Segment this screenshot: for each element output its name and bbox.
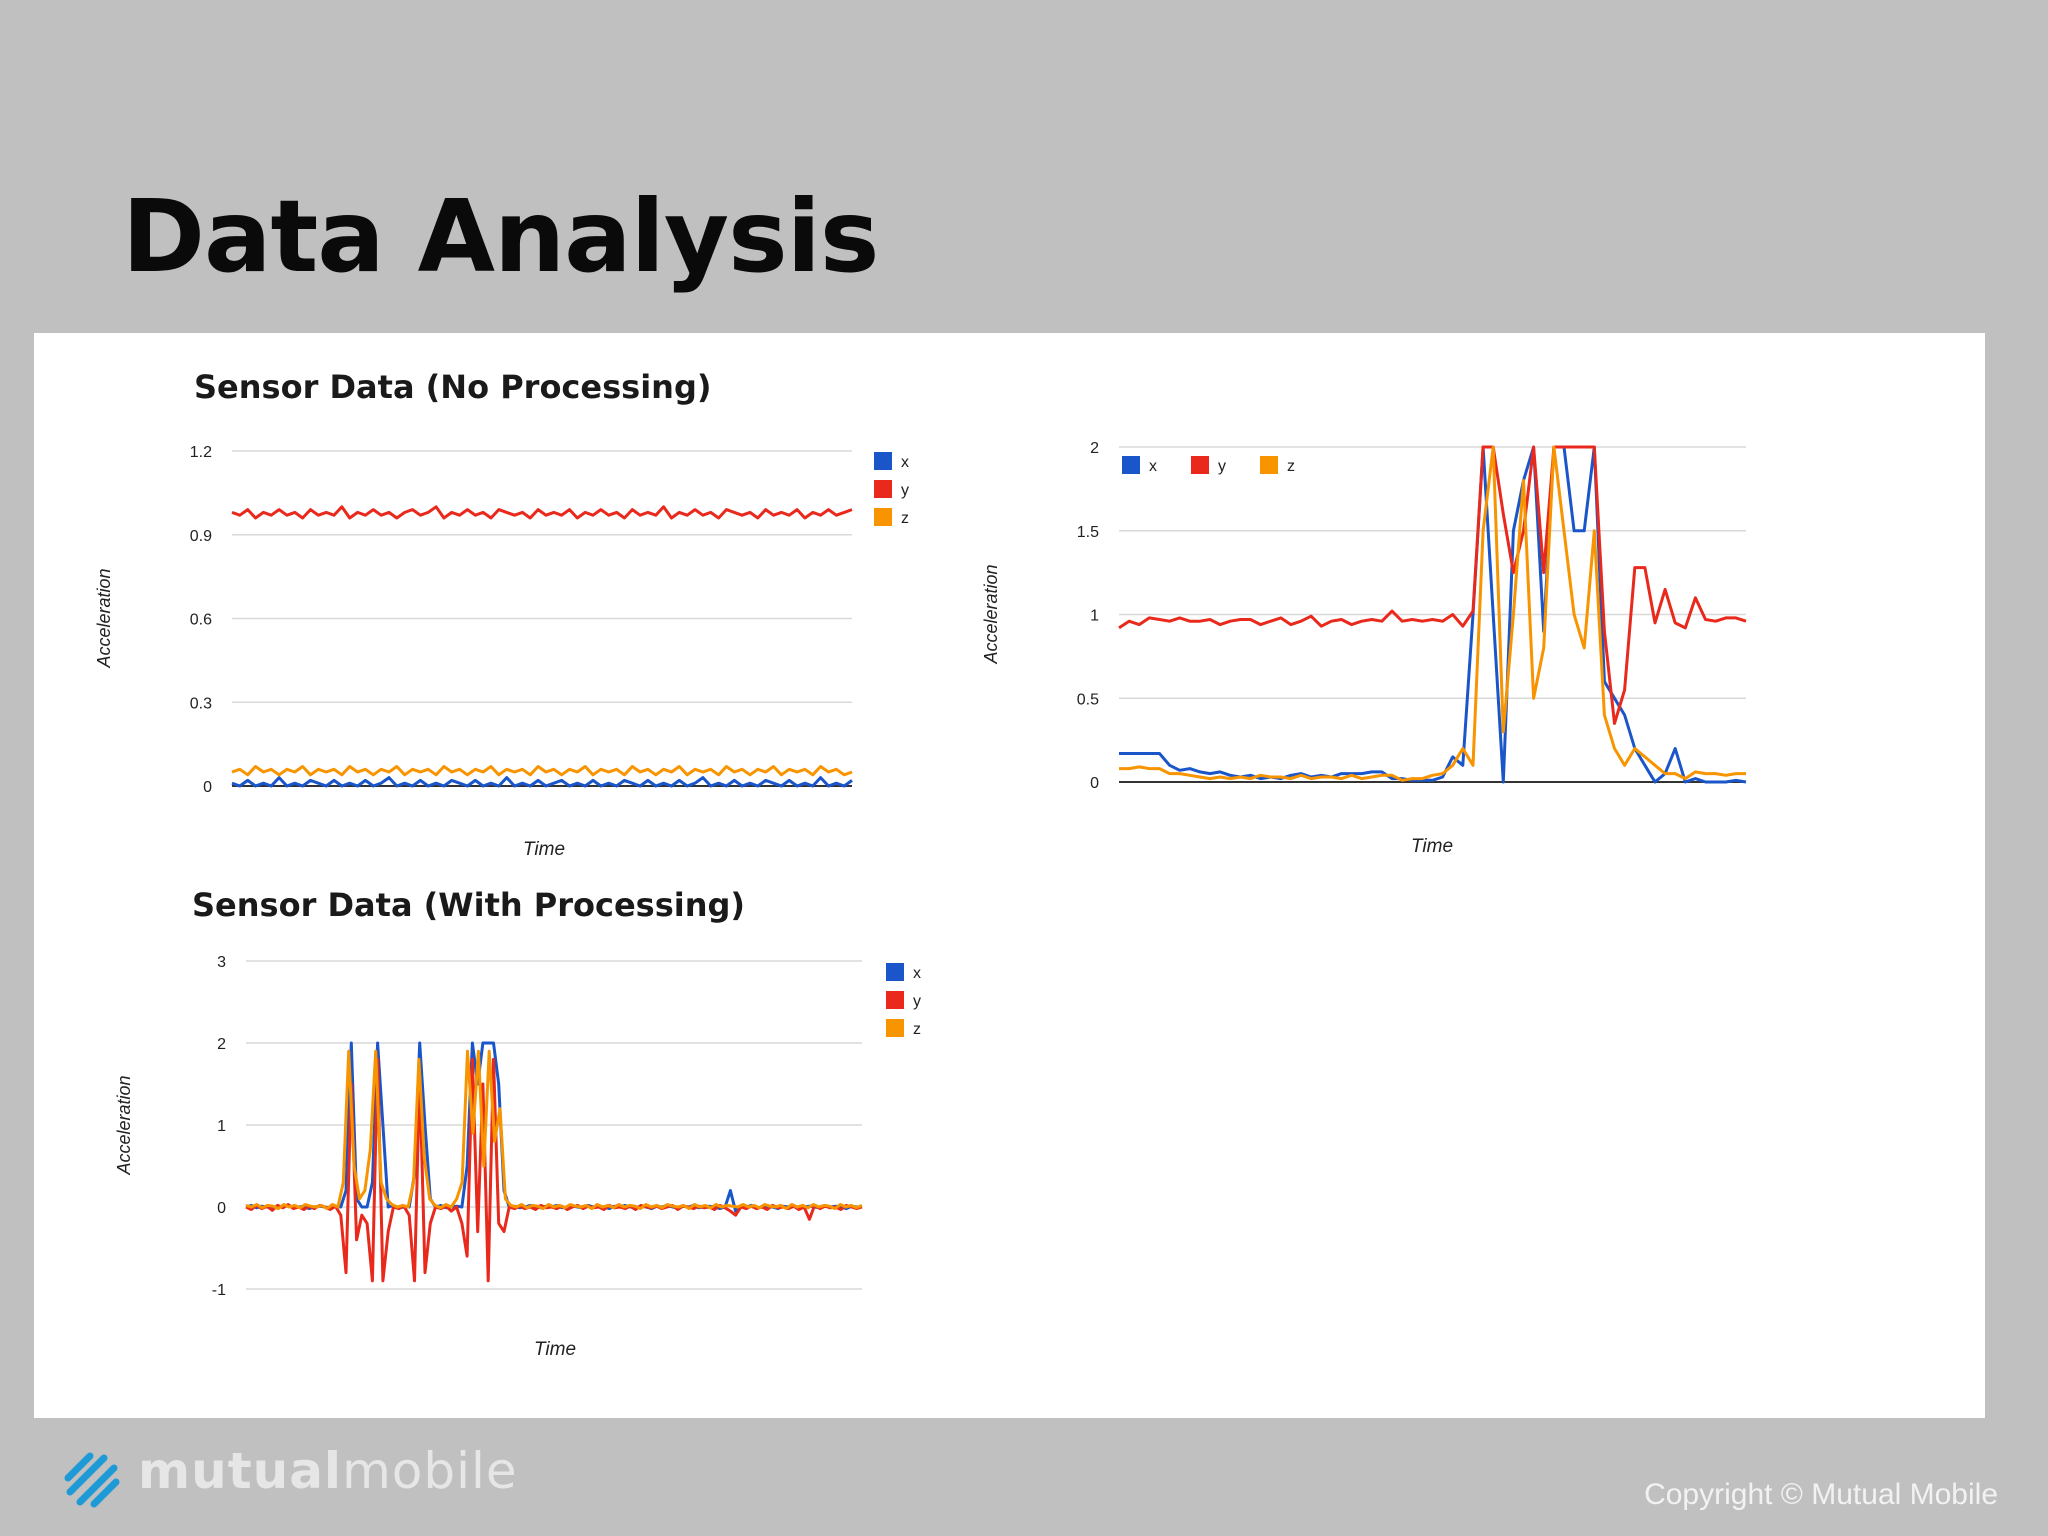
- y-tick-label-zoomed-3: 1.5: [1077, 524, 1099, 541]
- legend-swatch-zoomed-z: [1260, 456, 1278, 474]
- series-line-with-processing-z: [245, 1049, 863, 1211]
- legend-swatch-zoomed-x: [1122, 456, 1140, 474]
- brand-name-bold: mutual: [138, 1442, 343, 1500]
- series-line-with-processing-x: [245, 1041, 862, 1213]
- series-line-with-processing-y: [245, 1057, 863, 1283]
- y-axis-label-zoomed: Acceleration: [981, 564, 1001, 664]
- legend-swatch-no-processing-y: [874, 480, 892, 498]
- series-line-zoomed-x: [1119, 445, 1747, 784]
- y-tick-label-no-processing-1: 0.3: [190, 695, 212, 712]
- charts-canvas: 00.30.60.91.2TimeAccelerationxyz00.511.5…: [94, 440, 1747, 1360]
- y-tick-label-zoomed-1: 0.5: [1077, 691, 1099, 708]
- mutual-mobile-logo-icon: [64, 1452, 120, 1508]
- x-axis-label-with-processing: Time: [534, 1339, 576, 1360]
- y-tick-label-no-processing-3: 0.9: [190, 528, 212, 545]
- y-tick-label-no-processing-2: 0.6: [190, 612, 212, 629]
- y-tick-label-with-processing-3: 2: [217, 1036, 226, 1053]
- legend-label-with-processing-z: z: [913, 1021, 921, 1038]
- brand-logo-group: mutualmobile: [60, 1442, 517, 1512]
- legend-label-with-processing-y: y: [913, 993, 921, 1010]
- legend-swatch-zoomed-y: [1191, 456, 1209, 474]
- legend-swatch-with-processing-y: [886, 991, 904, 1009]
- y-tick-label-zoomed-2: 1: [1090, 608, 1099, 625]
- legend-swatch-with-processing-z: [886, 1019, 904, 1037]
- y-tick-label-zoomed-4: 2: [1090, 440, 1099, 457]
- legend-swatch-with-processing-x: [886, 963, 904, 981]
- copyright-text: Copyright © Mutual Mobile: [1644, 1478, 1998, 1511]
- y-tick-label-with-processing-1: 0: [217, 1200, 226, 1217]
- slide-title: Data Analysis: [122, 178, 879, 295]
- brand-name-light: mobile: [342, 1442, 518, 1500]
- y-axis-label-no-processing: Acceleration: [94, 568, 114, 668]
- legend-label-zoomed-x: x: [1149, 458, 1157, 475]
- y-tick-label-with-processing-2: 1: [217, 1118, 226, 1135]
- chart-title-no-processing: Sensor Data (No Processing): [194, 368, 712, 406]
- series-line-zoomed-z: [1119, 445, 1746, 782]
- y-tick-label-no-processing-4: 1.2: [190, 444, 212, 461]
- legend-label-zoomed-y: y: [1218, 458, 1226, 475]
- legend-swatch-no-processing-x: [874, 452, 892, 470]
- series-line-zoomed-y: [1118, 445, 1747, 725]
- legend-label-zoomed-z: z: [1287, 458, 1295, 475]
- y-tick-label-with-processing-0: -1: [212, 1282, 226, 1299]
- brand-name: mutualmobile: [138, 1442, 518, 1500]
- x-axis-label-zoomed: Time: [1411, 836, 1453, 857]
- series-line-no-processing-z: [231, 765, 853, 777]
- chart-title-with-processing: Sensor Data (With Processing): [192, 886, 746, 924]
- y-axis-label-with-processing: Acceleration: [114, 1075, 134, 1175]
- x-axis-label-no-processing: Time: [523, 839, 565, 860]
- y-tick-label-zoomed-0: 0: [1090, 775, 1099, 792]
- chart-panel: Sensor Data (No Processing) Sensor Data …: [34, 333, 1985, 1418]
- y-tick-label-with-processing-4: 3: [217, 954, 226, 971]
- series-line-no-processing-y: [231, 505, 853, 520]
- legend-label-no-processing-x: x: [901, 454, 909, 471]
- legend-label-no-processing-y: y: [901, 482, 909, 499]
- y-tick-label-no-processing-0: 0: [203, 779, 212, 796]
- legend-label-with-processing-x: x: [913, 965, 921, 982]
- legend-swatch-no-processing-z: [874, 508, 892, 526]
- series-line-no-processing-x: [231, 776, 853, 788]
- legend-label-no-processing-z: z: [901, 510, 909, 527]
